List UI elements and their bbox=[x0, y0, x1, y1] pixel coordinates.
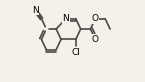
Text: Cl: Cl bbox=[71, 48, 80, 57]
Text: N: N bbox=[63, 14, 69, 23]
Text: O: O bbox=[92, 35, 99, 44]
Text: O: O bbox=[92, 14, 99, 23]
Text: N: N bbox=[32, 6, 39, 15]
